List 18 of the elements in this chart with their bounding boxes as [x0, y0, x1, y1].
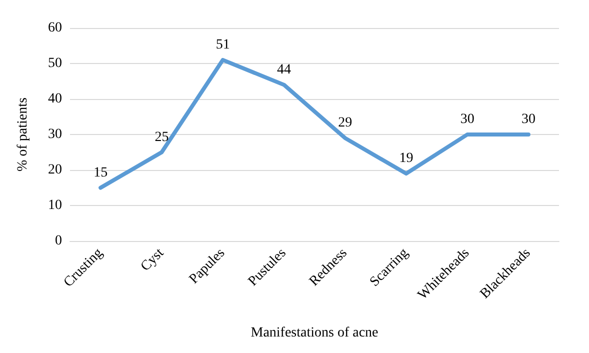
data-label: 19: [399, 151, 414, 166]
y-tick-label: 40: [48, 92, 62, 106]
data-label: 15: [94, 165, 108, 180]
data-label: 30: [460, 112, 474, 127]
y-tick-label: 10: [48, 198, 62, 213]
y-tick-label: 60: [48, 20, 62, 36]
y-tick-label: 0: [55, 234, 62, 248]
y-tick-label: 20: [48, 162, 62, 178]
y-tick-label: 30: [48, 127, 62, 142]
x-tick-label: Cyst: [138, 246, 168, 274]
data-label: 30: [521, 112, 536, 127]
data-label: 44: [276, 62, 291, 78]
data-label: 29: [338, 116, 352, 131]
x-axis-title: Manifestations of acne: [250, 326, 378, 340]
y-axis-title: % of patients: [16, 98, 30, 172]
y-tick-label: 50: [48, 56, 62, 71]
data-label: 51: [216, 37, 230, 52]
data-label: 25: [154, 130, 169, 145]
